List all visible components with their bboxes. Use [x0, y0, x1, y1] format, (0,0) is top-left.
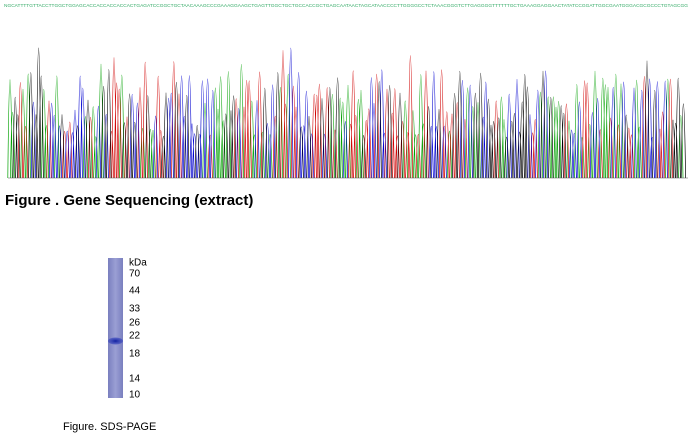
- chromatogram: [7, 47, 686, 179]
- marker-label: 22: [129, 331, 141, 342]
- marker-label: 26: [129, 318, 141, 329]
- marker-label: 33: [129, 304, 141, 315]
- marker-label: 14: [129, 374, 141, 385]
- trace: [17, 50, 673, 179]
- gel-lane: [108, 258, 123, 398]
- protein-band: [108, 337, 123, 345]
- marker-label: 44: [129, 286, 141, 297]
- marker-label: 70: [129, 269, 141, 280]
- sequence: NGCATTTTGTTACCTTGGCTGGAGCACCACCACCACCACT…: [4, 3, 688, 8]
- gel-unit: kDa: [129, 258, 147, 269]
- sequencing-caption: Figure . Gene Sequencing (extract): [5, 192, 253, 209]
- marker-label: 18: [129, 349, 141, 360]
- marker-label: 10: [129, 390, 141, 401]
- gel-caption: Figure. SDS-PAGE: [63, 421, 156, 433]
- trace: [7, 63, 684, 179]
